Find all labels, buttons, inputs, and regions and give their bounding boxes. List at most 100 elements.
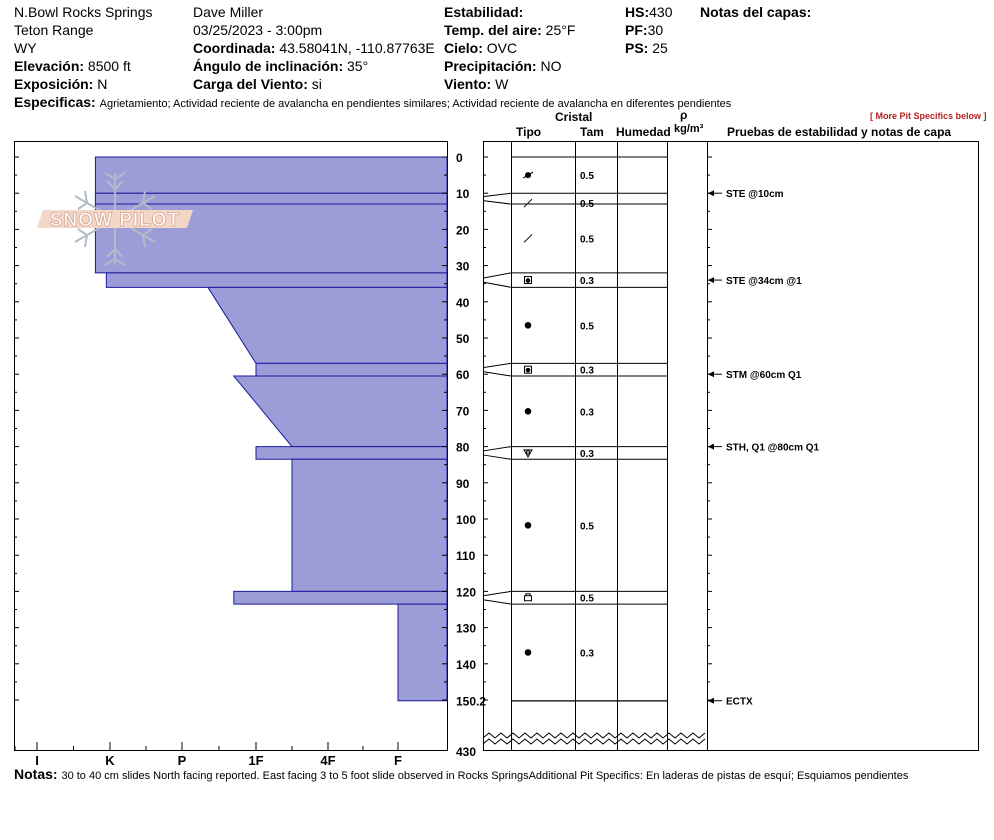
pf-label: PF: [625,22,648,38]
thin-layer-connector [482,192,512,198]
hardness-layer-10 [397,603,448,702]
specifics: Especificas: Agrietamiento; Actividad re… [14,95,731,110]
moisture-heading: Humedad [616,125,671,139]
rounded-grains-icon [524,649,532,656]
thin-layer-connector [482,371,512,377]
logo-banner [37,210,193,228]
mixed-forms-icon [524,276,532,285]
depth-tick-label: 80 [456,441,470,455]
test-arrow-head [708,443,714,450]
hs-value: 430 [649,4,673,20]
pf: PF:30 [625,23,663,37]
rounded-grains-icon [524,408,532,415]
elevation-label: Elevación: [14,58,85,74]
thin-layer-connector [482,446,512,452]
coord-label: Coordinada: [193,40,276,56]
test-label: STM @60cm Q1 [726,370,802,381]
slope-value: 35° [347,58,369,74]
hardness-tick-label: 4F [320,753,335,768]
stability-label: Estabilidad: [444,4,524,20]
depth-tick-label: 70 [456,404,470,418]
sky-label: Cielo: [444,40,483,56]
layer-notes-label: Notas del capas: [700,4,812,20]
depth-tick-label: 90 [456,477,470,491]
elevation-value: 8500 ft [87,58,131,74]
grain-size-label: 0.3 [580,276,594,287]
hardness-layer-6 [232,375,448,448]
thin-layer-connector [482,200,512,205]
grain-size-label: 0.3 [580,366,594,377]
precipitation: Precipitación: NO [444,59,561,73]
grain-size-label: 0.5 [580,594,594,605]
precip-label: Precipitación: [444,58,537,74]
crystal-heading: Cristal [555,110,593,124]
grain-size-label: 0.5 [580,521,594,532]
grain-size-label: 0.3 [580,648,594,659]
pit-location: N.Bowl Rocks Springs [14,4,153,20]
logo-text: SNOW PILOT [50,210,180,231]
zigzag-line [482,732,706,739]
hardness-axis: I K P 1F 4F F [14,742,402,768]
wind-label: Viento: [444,76,492,92]
depth-tick-label: 100 [456,513,476,527]
hardness-layer-5 [255,362,448,377]
aspect: Exposición: N [14,77,107,91]
notes-text: 30 to 40 cm slides North facing reported… [61,770,909,782]
depth-axis: 0 10 20 30 40 50 60 70 80 90 100 110 120 130 140 150.2 4… [14,151,712,759]
hardness-layer-1 [94,192,448,205]
test-label: STE @10cm [726,189,784,200]
wind: Viento: W [444,77,508,91]
hardness-tick-label: 1F [248,753,263,768]
hardness-layer-3 [105,272,448,288]
depth-tick-label: 110 [456,549,476,563]
thin-layer-connector [482,362,512,369]
air-temp-value: 25°F [545,22,576,38]
notes-label: Notas: [14,766,58,782]
ps: PS: 25 [625,41,668,55]
grain-size-label: 0.5 [580,321,594,332]
depth-tick-label: 50 [456,332,470,346]
crystal-table-frame [483,141,979,751]
depth-break-zigzag [482,700,706,745]
more-pit-specifics-link[interactable]: [ More Pit Specifics below ] [870,111,987,121]
depth-bottom-label: 430 [456,745,476,759]
thin-layer-connector [482,599,512,605]
hardness-layer-8 [291,458,448,592]
wind-value: W [495,76,509,92]
wind-load: Carga del Viento: si [193,77,322,91]
notes: Notas: 30 to 40 cm slides North facing r… [14,767,908,782]
air-temp: Temp. del aire: 25°F [444,23,575,37]
test-label: STE @34cm @1 [726,276,802,287]
state: WY [14,40,37,56]
elevation: Elevación: 8500 ft [14,59,131,73]
surface-hoar-icon [523,449,533,458]
decomposing-fragments-icon [523,198,533,208]
type-heading: Tipo [516,125,542,139]
grain-size-label: 0.5 [580,234,594,245]
snowpilot-logo: SNOW PILOT [37,172,193,266]
depth-tick-label: 150.2 [456,695,486,709]
density-unit-heading: kg/m³ [674,123,704,135]
slope-angle: Ángulo de inclinación: 35° [193,59,368,73]
tests-heading: Pruebas de estabilidad y notas de capa [727,125,952,139]
hardness-layer-4 [206,286,448,364]
test-arrow-head [708,371,714,378]
thin-layer-connector [482,454,512,460]
wind-load-value: si [311,76,322,92]
observer: Dave Miller [193,4,264,20]
rho-heading: ρ [680,108,688,122]
grain-size-label: 0.5 [580,199,594,210]
depth-tick-label: 120 [456,585,476,599]
mixed-forms-icon [524,365,532,374]
precip-value: NO [540,58,562,74]
rounded-grains-icon [524,322,532,329]
ps-value: 25 [652,40,668,56]
test-label: STH, Q1 @80cm Q1 [726,443,820,454]
stability-tests: STE @10cm STE @34cm @1 STM @60cm Q1 STH, Q1… [708,189,820,708]
hardness-layer-9 [233,590,448,605]
datetime: 03/25/2023 - 3:00pm [193,22,323,38]
pf-value: 30 [647,22,664,38]
decomposing-fragments-icon [523,234,533,243]
hardness-tick-label: K [105,753,115,768]
